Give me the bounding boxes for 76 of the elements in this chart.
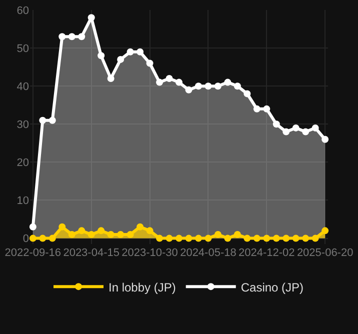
point <box>312 234 319 242</box>
point <box>88 230 95 238</box>
point <box>78 33 86 40</box>
point <box>107 230 114 238</box>
y-tick-label: 10 <box>16 195 29 208</box>
point <box>302 234 310 242</box>
point <box>224 78 232 86</box>
point <box>78 227 86 234</box>
x-tick-label: 2023-10-30 <box>122 247 178 259</box>
point <box>234 82 241 90</box>
legend-label: Casino (JP) <box>240 280 304 294</box>
point <box>263 105 270 112</box>
x-tick-label: 2025-06-20 <box>296 247 354 259</box>
point <box>88 14 95 22</box>
point <box>302 128 310 136</box>
point <box>234 230 241 238</box>
y-tick-label: 40 <box>16 80 29 93</box>
point <box>117 230 124 238</box>
point <box>58 33 66 40</box>
point <box>176 78 182 86</box>
x-tick-label: 2022-09-16 <box>4 247 62 259</box>
x-tick-label: 2024-05-18 <box>180 247 236 259</box>
point <box>272 120 280 128</box>
point <box>146 60 154 67</box>
point <box>263 234 270 242</box>
point <box>176 234 182 242</box>
point <box>48 234 56 242</box>
y-tick-label: 20 <box>16 157 29 170</box>
y-tick-label: 60 <box>16 4 29 17</box>
point <box>29 223 36 230</box>
point <box>322 227 329 234</box>
point <box>282 128 290 136</box>
point <box>39 116 46 124</box>
point <box>136 48 144 56</box>
legend-label: In lobby (JP) <box>108 280 176 294</box>
point <box>272 234 280 242</box>
point <box>146 227 154 234</box>
point <box>68 230 76 238</box>
point <box>166 74 173 82</box>
point <box>156 234 164 242</box>
point <box>312 124 319 132</box>
point <box>185 86 192 94</box>
point <box>58 223 66 230</box>
point <box>48 116 56 124</box>
point <box>292 234 300 242</box>
point <box>282 234 290 242</box>
point <box>136 223 144 230</box>
point <box>204 82 212 90</box>
point <box>244 90 251 98</box>
point <box>214 230 222 238</box>
point <box>39 234 46 242</box>
y-tick-label: 50 <box>16 42 29 55</box>
point <box>185 234 192 242</box>
x-tick-label: 2023-04-15 <box>63 247 120 259</box>
y-tick-label: 0 <box>22 233 29 246</box>
point <box>126 48 134 56</box>
point <box>224 234 232 242</box>
point <box>98 227 105 234</box>
point <box>98 52 105 60</box>
point <box>166 234 173 242</box>
point <box>204 234 212 242</box>
point <box>292 124 300 132</box>
x-tick-label: 2024-12-02 <box>238 247 295 259</box>
point <box>68 33 76 40</box>
point <box>253 234 260 242</box>
point <box>322 136 329 143</box>
point <box>126 230 134 238</box>
point <box>244 234 251 242</box>
point <box>253 105 260 112</box>
y-tick-label: 30 <box>16 119 29 131</box>
point <box>156 78 164 86</box>
point <box>214 82 222 90</box>
point <box>194 234 202 242</box>
point <box>194 82 202 90</box>
point <box>117 56 124 63</box>
point <box>29 234 36 242</box>
